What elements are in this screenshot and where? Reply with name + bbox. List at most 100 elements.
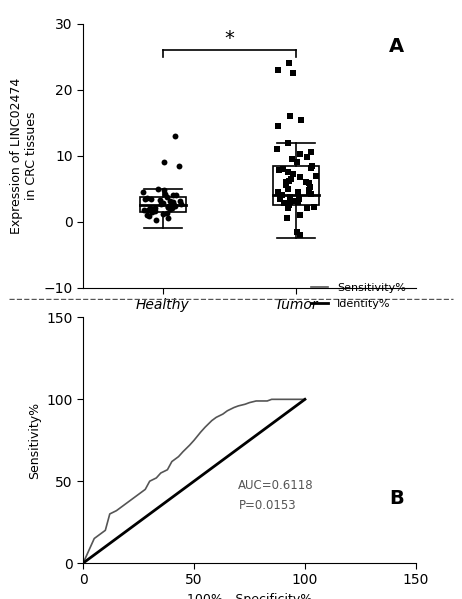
- Point: [279, 190, 286, 200]
- Point: [141, 195, 149, 204]
- Point: [154, 184, 162, 193]
- Point: [274, 121, 281, 131]
- Point: [170, 200, 177, 210]
- Sensitivity%: [98, 530, 103, 537]
- Point: [143, 193, 150, 202]
- Point: [160, 158, 168, 167]
- Point: [296, 150, 304, 159]
- Sensitivity%: [125, 499, 130, 506]
- Point: [274, 65, 281, 75]
- X-axis label: 100% - Specificity%: 100% - Specificity%: [187, 593, 312, 599]
- Point: [286, 192, 294, 201]
- Point: [312, 171, 319, 180]
- Sensitivity%: [236, 403, 241, 410]
- Sensitivity%: [153, 474, 159, 482]
- Point: [279, 164, 286, 174]
- Point: [164, 202, 172, 212]
- Point: [151, 206, 158, 216]
- Point: [296, 210, 304, 220]
- Sensitivity%: [176, 453, 181, 460]
- Point: [157, 199, 164, 209]
- Point: [170, 190, 177, 200]
- Point: [286, 111, 294, 121]
- Point: [293, 227, 300, 237]
- Point: [165, 201, 173, 211]
- Point: [148, 207, 156, 216]
- Point: [285, 204, 292, 213]
- Sensitivity%: [247, 399, 252, 406]
- Point: [157, 195, 164, 205]
- Point: [285, 59, 292, 68]
- Legend: Sensitivity%, Identity%: Sensitivity%, Identity%: [307, 279, 410, 313]
- Sensitivity%: [213, 414, 219, 421]
- Point: [143, 210, 150, 220]
- Text: AUC=0.6118: AUC=0.6118: [238, 479, 314, 492]
- Point: [288, 174, 295, 183]
- Point: [286, 200, 293, 210]
- Sensitivity%: [142, 486, 148, 493]
- Point: [295, 187, 302, 196]
- Text: P=0.0153: P=0.0153: [238, 499, 296, 512]
- Point: [140, 187, 147, 196]
- Point: [283, 214, 290, 223]
- Point: [159, 198, 167, 208]
- Point: [177, 199, 185, 208]
- Sensitivity%: [80, 559, 86, 567]
- Point: [298, 115, 305, 125]
- Point: [305, 187, 312, 196]
- Point: [290, 69, 297, 78]
- Sensitivity%: [269, 396, 274, 403]
- Text: *: *: [225, 29, 234, 49]
- Point: [274, 144, 281, 154]
- Sensitivity%: [302, 396, 308, 403]
- Point: [286, 176, 293, 186]
- Sensitivity%: [120, 502, 126, 509]
- Line: Sensitivity%: Sensitivity%: [83, 400, 305, 563]
- Point: [305, 179, 313, 188]
- Text: B: B: [389, 489, 404, 509]
- Point: [164, 202, 172, 212]
- Point: [280, 198, 288, 208]
- Point: [166, 204, 174, 214]
- Line: Identity%: Identity%: [83, 400, 305, 563]
- Y-axis label: Sensitivity%: Sensitivity%: [28, 402, 41, 479]
- Point: [274, 187, 281, 196]
- Point: [295, 193, 302, 203]
- Text: A: A: [389, 37, 404, 56]
- Point: [145, 211, 152, 221]
- Point: [282, 177, 290, 187]
- Sensitivity%: [225, 407, 230, 415]
- Point: [160, 209, 167, 219]
- Sensitivity%: [147, 477, 152, 485]
- Point: [160, 185, 167, 195]
- Y-axis label: Expression of LINC02474
in CRC tissues: Expression of LINC02474 in CRC tissues: [10, 78, 38, 234]
- Sensitivity%: [103, 527, 108, 534]
- Point: [288, 154, 296, 164]
- Sensitivity%: [169, 458, 175, 465]
- Sensitivity%: [220, 410, 225, 418]
- Point: [164, 192, 171, 201]
- Point: [286, 197, 294, 207]
- Point: [176, 161, 183, 171]
- Point: [169, 197, 176, 207]
- Point: [171, 131, 179, 141]
- Sensitivity%: [264, 397, 270, 404]
- Sensitivity%: [275, 396, 281, 403]
- Sensitivity%: [198, 428, 203, 435]
- Point: [308, 148, 315, 158]
- Point: [289, 170, 297, 179]
- Point: [168, 203, 176, 213]
- Sensitivity%: [253, 397, 259, 404]
- Point: [172, 190, 180, 199]
- Point: [144, 205, 151, 215]
- Point: [172, 202, 179, 211]
- Sensitivity%: [114, 507, 119, 515]
- Sensitivity%: [91, 535, 97, 542]
- Point: [284, 167, 292, 177]
- Point: [140, 205, 147, 214]
- Point: [285, 138, 292, 147]
- Sensitivity%: [202, 423, 208, 431]
- Sensitivity%: [107, 510, 113, 518]
- Sensitivity%: [298, 396, 303, 403]
- Point: [309, 161, 316, 171]
